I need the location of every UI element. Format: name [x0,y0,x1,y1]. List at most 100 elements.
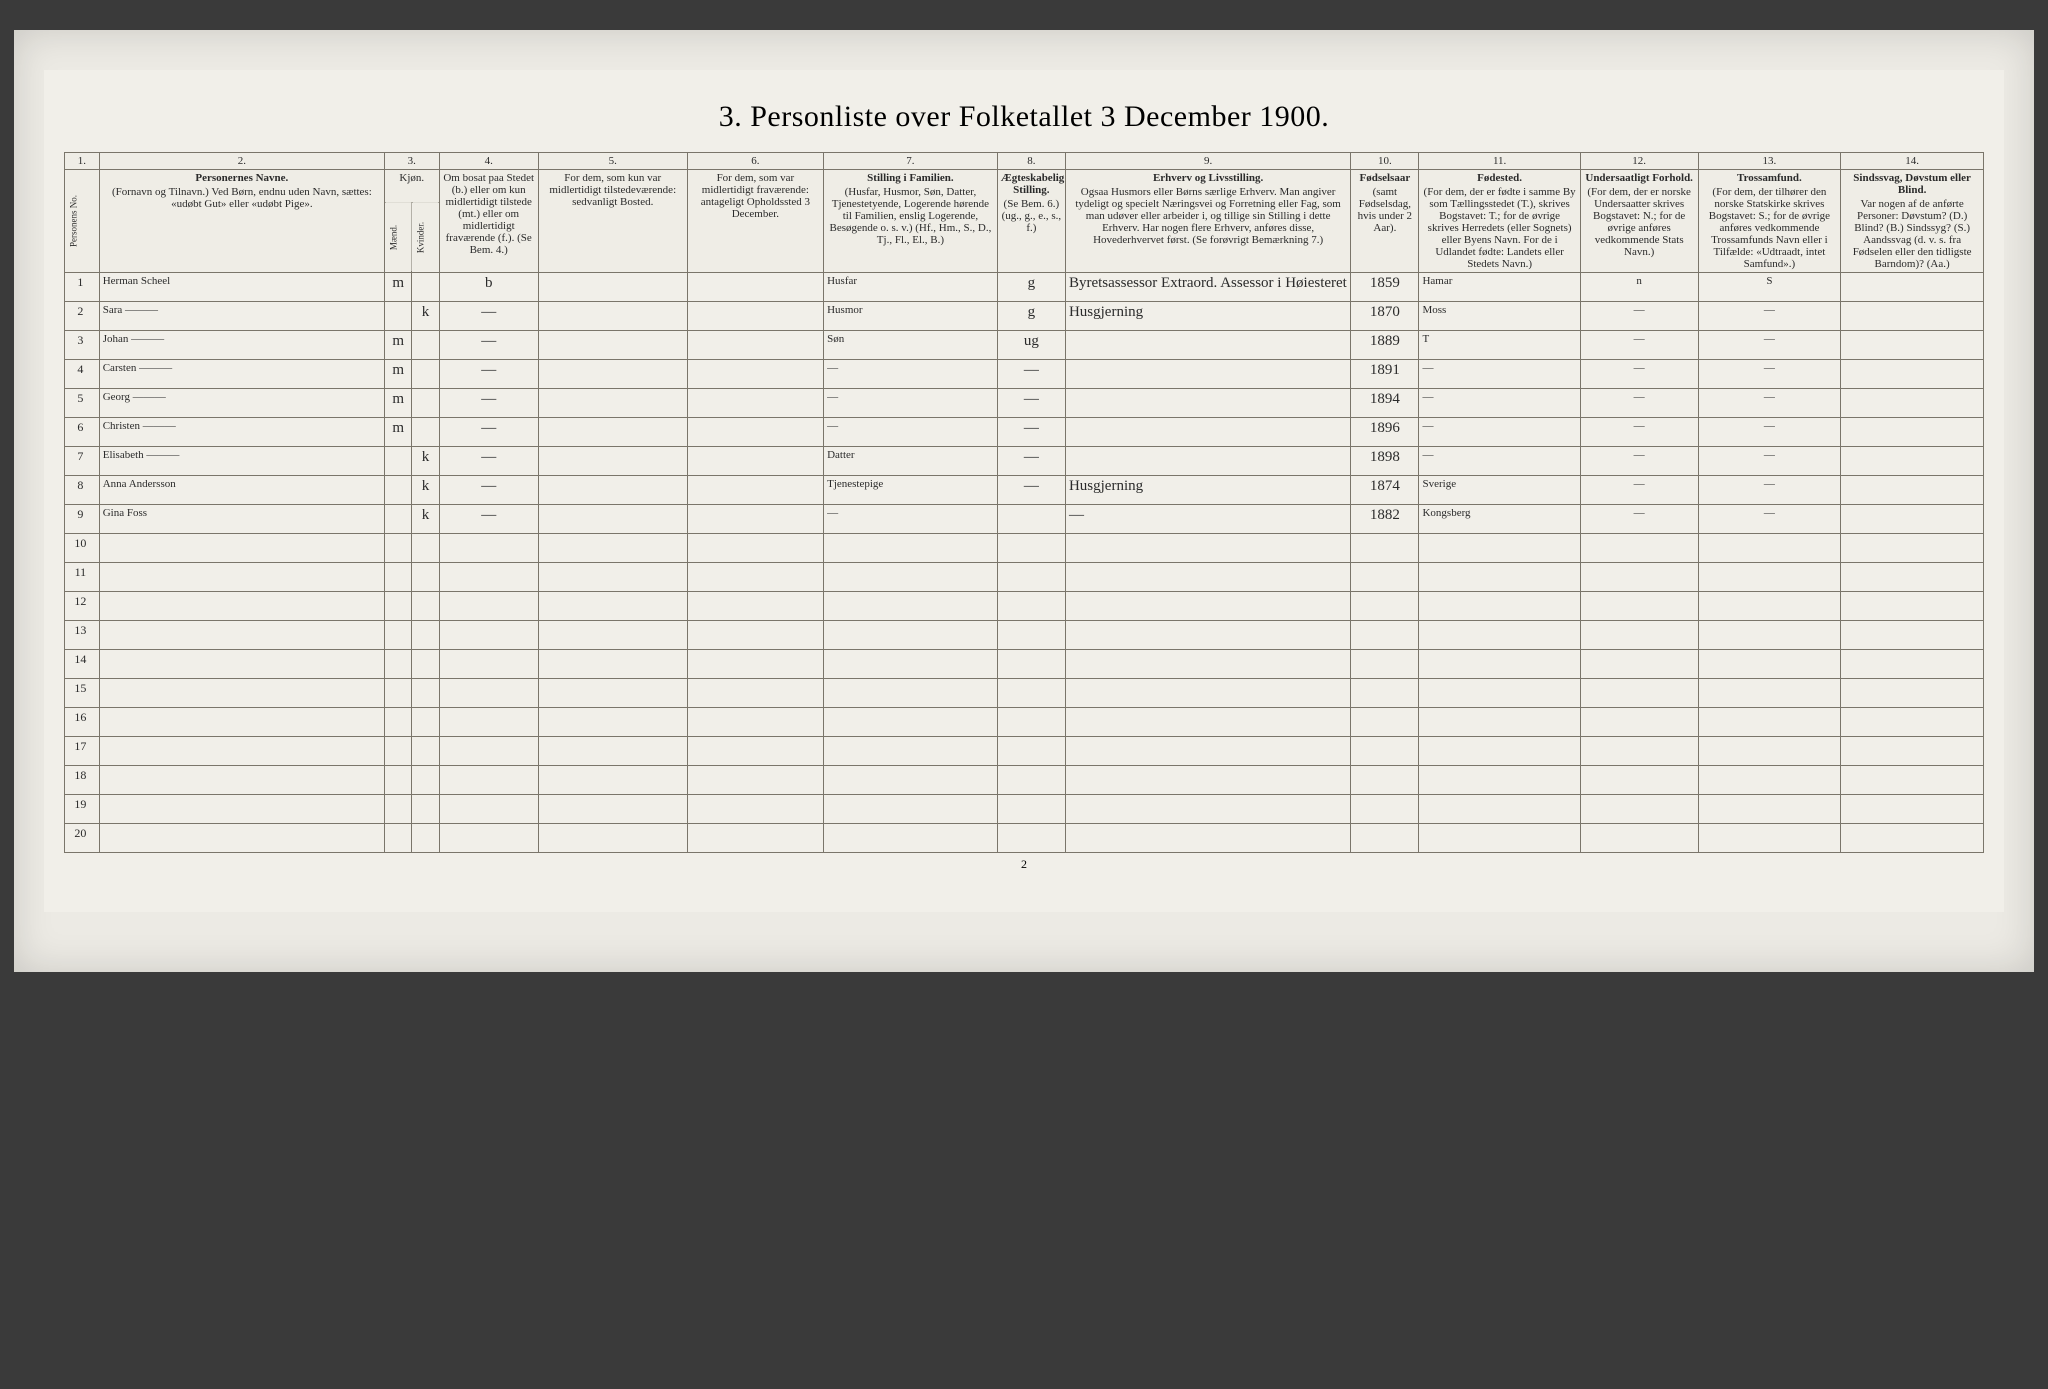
hdr-tros-sub: (For dem, der tilhører den norske Statsk… [1709,186,1830,270]
cell [385,766,412,795]
cell [538,331,687,360]
cell [687,650,823,679]
cell [1580,795,1698,824]
cell: b [439,273,538,302]
cell: Carsten ——— [99,360,384,389]
hdr-kjon-m: Mænd. [385,202,412,272]
cell: — [1580,447,1698,476]
cell [538,476,687,505]
cell [824,563,998,592]
page-title: 3. Personliste over Folketallet 3 Decemb… [64,100,1984,134]
cell [412,621,439,650]
cell [687,708,823,737]
cell [687,476,823,505]
cell [1841,389,1984,418]
cell [687,679,823,708]
cell: — [439,476,538,505]
cell: 2 [65,302,100,331]
cell [412,679,439,708]
cell [439,534,538,563]
cell [687,389,823,418]
cell [1841,563,1984,592]
hdr-kjon: Kjøn. [385,170,440,203]
cell [1065,360,1350,389]
cell: Søn [824,331,998,360]
cell [439,650,538,679]
scanned-page: 3. Personliste over Folketallet 3 Decemb… [14,30,2034,972]
cell [997,650,1065,679]
hdr-undersaat-sub: (For dem, der er norske Undersaatter skr… [1587,186,1691,258]
cell [1065,679,1350,708]
cell [99,621,384,650]
cell [1698,534,1841,563]
cell: — [1698,389,1841,418]
cell [997,766,1065,795]
table-row: 16 [65,708,1984,737]
hdr-fodselsaar: Fødselsaar (samt Fødselsdag, hvis under … [1351,170,1419,273]
cell: — [1580,389,1698,418]
table-row: 18 [65,766,1984,795]
cell: 14 [65,650,100,679]
cell [687,795,823,824]
cell [687,737,823,766]
cell: — [439,389,538,418]
cell [1419,824,1580,853]
cell [385,737,412,766]
cell [1580,650,1698,679]
cell [1841,824,1984,853]
cell: — [824,389,998,418]
cell [997,824,1065,853]
cell [1419,534,1580,563]
table-row: 1Herman ScheelmbHusfargByretsassessor Ex… [65,273,1984,302]
cell: — [439,418,538,447]
cell: k [412,476,439,505]
cell [538,708,687,737]
cell [385,302,412,331]
cell [824,650,998,679]
table-row: 10 [65,534,1984,563]
cell [1065,447,1350,476]
cell [412,766,439,795]
cell [1580,824,1698,853]
cell [824,737,998,766]
colnum-10: 10. [1351,153,1419,170]
cell: — [1580,360,1698,389]
cell [1580,766,1698,795]
cell: — [439,505,538,534]
cell: 1896 [1351,418,1419,447]
cell: m [385,418,412,447]
cell: g [997,273,1065,302]
cell: m [385,331,412,360]
cell [997,708,1065,737]
cell [538,795,687,824]
cell: Husmor [824,302,998,331]
cell [385,795,412,824]
cell: — [439,447,538,476]
cell [687,563,823,592]
cell [1065,795,1350,824]
hdr-person-no: Personens No. [65,170,100,273]
cell [1841,650,1984,679]
cell [997,563,1065,592]
cell [1698,679,1841,708]
cell [1351,824,1419,853]
cell [538,621,687,650]
cell [1580,563,1698,592]
cell: 10 [65,534,100,563]
cell [1351,563,1419,592]
cell [1419,795,1580,824]
cell: — [1419,360,1580,389]
cell [687,621,823,650]
cell: — [1698,302,1841,331]
cell [385,679,412,708]
cell: — [1698,476,1841,505]
cell [687,360,823,389]
cell: — [439,302,538,331]
hdr-tros-strong: Trossamfund. [1702,172,1838,184]
table-row: 2Sara ———k—HusmorgHusgjerning1870Moss—— [65,302,1984,331]
cell: Johan ——— [99,331,384,360]
colnum-3: 3. [385,153,440,170]
table-row: 7Elisabeth ———k—Datter—1898——— [65,447,1984,476]
cell [687,418,823,447]
cell [687,447,823,476]
